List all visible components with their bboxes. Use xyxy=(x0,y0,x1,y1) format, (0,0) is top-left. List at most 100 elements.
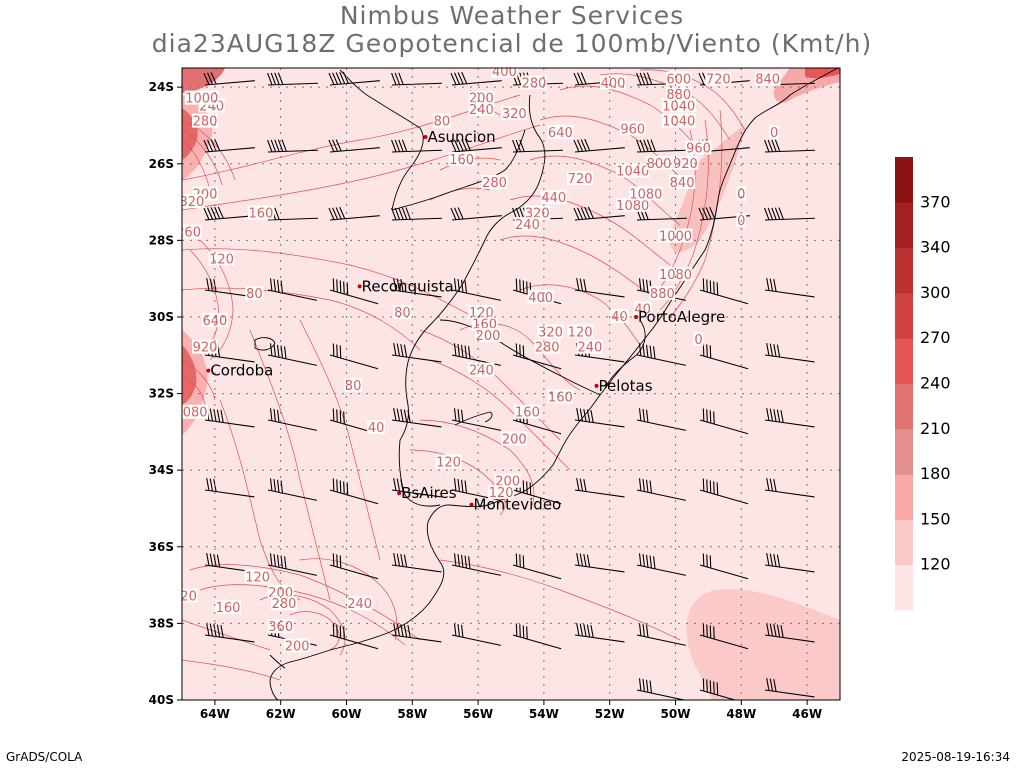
contour-label-bg xyxy=(769,125,780,140)
colorbar-label: 150 xyxy=(920,509,951,528)
title-line-2: dia23AUG18Z Geopotencial de 100mb/Viento… xyxy=(151,29,873,58)
contour-label-bg xyxy=(244,569,271,584)
contour-label: 840 xyxy=(670,176,695,191)
contour-label: 400 xyxy=(528,291,553,306)
x-tick-label: 60W xyxy=(332,707,362,721)
contour-label: 360 xyxy=(268,620,293,635)
contour-label: 280 xyxy=(272,597,297,612)
contour-line xyxy=(182,119,236,181)
contour-label-bg xyxy=(215,600,242,615)
contour-line xyxy=(419,329,561,441)
wind-barb xyxy=(764,553,815,573)
wind-barb xyxy=(764,278,815,298)
contour-label: 20 xyxy=(180,590,197,605)
contour-line xyxy=(509,195,671,266)
city-marker xyxy=(469,502,474,507)
wind-barbs xyxy=(203,71,815,700)
map-frame xyxy=(181,67,841,701)
border-argentina-brazil xyxy=(399,239,486,441)
contour-label-bg xyxy=(576,339,603,354)
contour-label: 120 xyxy=(245,570,270,585)
contour-label: 1040 xyxy=(616,164,649,179)
colorbar-swatch xyxy=(895,519,913,566)
contour-label: 0 xyxy=(694,333,702,348)
contour-label-bg xyxy=(619,121,646,136)
contour-line xyxy=(182,139,211,191)
colorbar-swatch xyxy=(895,292,913,339)
y-tick-label: 30S xyxy=(149,310,174,324)
contour-label: 880 xyxy=(650,287,675,302)
wind-barb xyxy=(267,343,318,366)
high-speed-zone-west-3 xyxy=(182,68,225,93)
wind-barb xyxy=(764,343,815,363)
contour-label-bg xyxy=(182,404,209,419)
contour-label-bg xyxy=(468,305,495,320)
contour-label: 0 xyxy=(737,187,745,202)
contour-label-bg xyxy=(270,596,297,611)
contour-label-bg xyxy=(491,68,518,78)
contour-label-bg xyxy=(346,596,373,611)
colorbar-label: 210 xyxy=(920,419,951,438)
wind-barb xyxy=(267,278,318,301)
contour-label-bg xyxy=(514,404,541,419)
wind-barb xyxy=(267,553,318,576)
contour-label: 400 xyxy=(601,76,626,91)
contour-label: 1040 xyxy=(662,115,695,130)
contour-label: 080 xyxy=(183,406,208,421)
high-speed-zone-coast-north-core xyxy=(805,68,840,79)
contour-label-bg xyxy=(661,113,696,128)
wind-barb xyxy=(204,623,255,643)
contour-label-bg xyxy=(754,71,781,86)
contour-label-bg xyxy=(547,389,574,404)
x-tick-label: 48W xyxy=(726,707,756,721)
contour-label-bg xyxy=(267,619,294,634)
y-tick-label: 32S xyxy=(149,387,174,401)
contour-label-bg xyxy=(488,485,515,500)
wind-barb xyxy=(699,478,749,505)
x-tick-label: 62W xyxy=(266,707,296,721)
contour-line xyxy=(249,329,331,601)
wind-barb xyxy=(267,139,318,153)
contour-label: 200 xyxy=(502,433,527,448)
contour-label-bg xyxy=(567,171,594,186)
contour-label: 280 xyxy=(193,115,218,130)
colorbar-swatch xyxy=(895,157,913,203)
contour-line xyxy=(299,319,381,561)
contour-label-bg xyxy=(481,174,508,189)
contour-label-bg xyxy=(448,151,475,166)
x-tick-label: 64W xyxy=(200,707,230,721)
contour-label-bg xyxy=(658,228,693,243)
contour-label: 40 xyxy=(634,302,651,317)
colorbar-label: 240 xyxy=(920,374,951,393)
wind-barb xyxy=(573,138,625,153)
high-speed-zone-west-2-core xyxy=(182,345,197,405)
contour-line xyxy=(559,85,706,156)
wind-barb xyxy=(328,71,380,86)
wind-barb xyxy=(699,678,749,700)
contour-label-bg xyxy=(344,377,363,392)
contour-label-bg xyxy=(208,251,235,266)
y-tick-label: 34S xyxy=(149,463,174,477)
contour-label-bg xyxy=(393,305,412,320)
city-label: Reconquista xyxy=(362,277,454,295)
wind-barb xyxy=(512,343,562,370)
wind-barb xyxy=(329,478,379,505)
contour-label-bg xyxy=(247,205,274,220)
contour-label-bg xyxy=(646,155,673,170)
contour-label: 40 xyxy=(611,310,628,325)
contour-label-bg xyxy=(649,285,676,300)
contour-line xyxy=(182,287,421,351)
city-marker xyxy=(594,383,599,388)
contour-label: 1040 xyxy=(662,99,695,114)
contour-label: 280 xyxy=(482,176,507,191)
contour-label: 160 xyxy=(515,406,540,421)
title-line-1: Nimbus Weather Services xyxy=(339,1,685,30)
contour-label: 80 xyxy=(345,379,362,394)
contour-line xyxy=(182,124,541,211)
city-marker xyxy=(397,491,402,496)
wind-barb xyxy=(391,623,442,643)
city-label: Asuncion xyxy=(427,128,495,146)
contour-line xyxy=(639,69,746,131)
contour-label: 1080 xyxy=(659,268,692,283)
contour-label: 240 xyxy=(515,218,540,233)
